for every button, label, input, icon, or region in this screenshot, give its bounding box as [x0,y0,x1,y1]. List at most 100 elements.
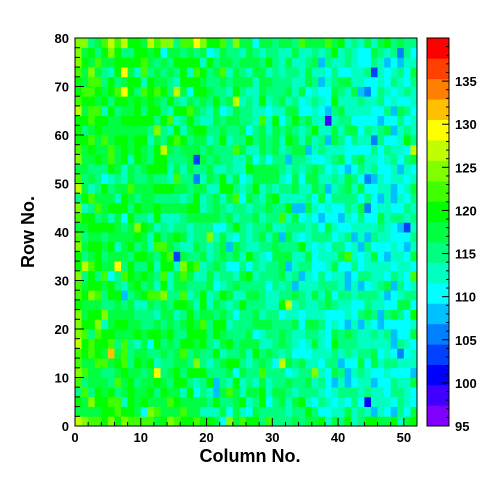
heatmap-cell [397,38,405,49]
heatmap-cell [259,105,267,116]
heatmap-cell [147,387,155,398]
heatmap-cell [259,299,267,310]
heatmap-cell [265,57,273,68]
heatmap-cell [259,164,267,175]
heatmap-cell [173,173,181,184]
heatmap-cell [107,86,115,97]
heatmap-cell [180,270,188,281]
heatmap-cell [305,125,313,136]
heatmap-cell [410,164,418,175]
heatmap-cell [121,76,129,87]
heatmap-cell [370,212,378,223]
heatmap-cell [121,115,129,126]
heatmap-cell [75,212,82,223]
heatmap-cell [377,406,385,417]
heatmap-cell [173,67,181,78]
heatmap-cell [107,173,115,184]
heatmap-cell [272,367,280,378]
heatmap-cell [338,183,346,194]
heatmap-cell [265,115,273,126]
heatmap-cell [147,348,155,359]
heatmap-cell [186,212,194,223]
heatmap-cell [75,319,82,330]
heatmap-cell [180,319,188,330]
heatmap-cell [370,338,378,349]
heatmap-cell [246,96,253,107]
heatmap-cell [114,319,122,330]
heatmap-cell [338,416,346,427]
heatmap-cell [226,338,234,349]
heatmap-cell [127,202,135,213]
heatmap-cell [193,251,201,262]
colorbar-label: 135 [455,74,477,89]
heatmap-cell [364,416,372,427]
heatmap-cell [410,47,418,58]
heatmap-cell [167,270,175,281]
heatmap-cell [278,367,286,378]
heatmap-cell [377,387,385,398]
heatmap-cell [364,406,372,417]
heatmap-cell [153,57,161,68]
heatmap-cell [331,212,339,223]
heatmap-cell [344,96,352,107]
heatmap-cell [344,280,352,291]
heatmap-cell [338,202,346,213]
heatmap-cell [410,329,418,340]
heatmap-cell [324,232,332,243]
heatmap-cell [397,125,405,136]
heatmap-cell [193,164,201,175]
heatmap-cell [193,338,201,349]
heatmap-cell [94,319,102,330]
heatmap-cell [160,135,168,146]
heatmap-cell [305,105,313,116]
heatmap-cell [278,270,286,281]
heatmap-cell [265,367,273,378]
heatmap-cell [199,377,207,388]
heatmap-cell [160,164,168,175]
heatmap-cell [193,319,201,330]
heatmap-cell [127,396,135,407]
heatmap-cell [370,367,378,378]
heatmap-cell [94,348,102,359]
heatmap-cell [147,144,155,155]
heatmap-cell [324,135,332,146]
heatmap-cell [292,406,300,417]
heatmap-cell [219,202,227,213]
heatmap-cell [101,144,109,155]
heatmap-cell [259,135,267,146]
heatmap-cell [331,96,339,107]
heatmap-cell [199,76,207,87]
heatmap-cell [246,115,253,126]
heatmap-cell [324,125,332,136]
heatmap-cell [351,338,359,349]
heatmap-cell [213,319,221,330]
heatmap-cell [75,135,82,146]
heatmap-cell [127,251,135,262]
colorbar-label: 125 [455,160,477,175]
heatmap-cell [101,261,109,272]
heatmap-cell [292,164,300,175]
heatmap-cell [344,261,352,272]
heatmap-cell [311,135,319,146]
heatmap-cell [114,406,122,417]
heatmap-cell [351,67,359,78]
heatmap-cell [403,115,411,126]
heatmap-cell [114,164,122,175]
heatmap-cell [81,125,89,136]
heatmap-cell [265,309,273,320]
heatmap-cell [121,377,129,388]
heatmap-cell [305,280,313,291]
heatmap-cell [285,222,293,233]
heatmap-cell [134,261,142,272]
heatmap-cell [403,144,411,155]
heatmap-cell [193,96,201,107]
heatmap-cell [272,76,280,87]
heatmap-cell [107,387,115,398]
heatmap-cell [186,338,194,349]
heatmap-cell [167,115,175,126]
heatmap-cell [364,154,372,165]
heatmap-cell [259,309,267,320]
heatmap-cell [344,251,352,262]
heatmap-cell [101,125,109,136]
heatmap-cell [285,86,293,97]
